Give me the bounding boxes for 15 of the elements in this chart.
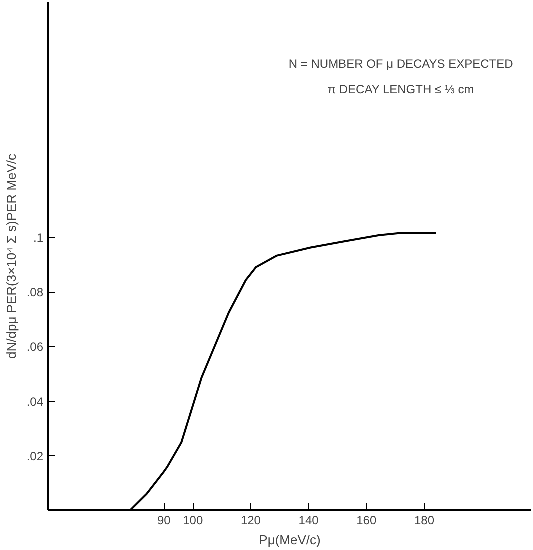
x-tick-label: 100	[183, 514, 204, 528]
annotation: π DECAY LENGTH ≤ ⅓ cm	[328, 82, 474, 96]
annotation: N = NUMBER OF μ DECAYS EXPECTED	[288, 57, 514, 72]
x-tick-label: 120	[240, 514, 262, 528]
x-axis-title: Pμ(MeV/c)	[259, 532, 321, 548]
x-tick-label: 90	[158, 514, 172, 528]
x-tick-label: 140	[298, 514, 320, 528]
y-tick-label: .04	[26, 394, 44, 409]
y-tick-label: .1	[33, 230, 44, 245]
y-tick-label: .08	[26, 286, 44, 300]
y-tick-label: .06	[26, 340, 44, 354]
x-tick-label: 180	[414, 514, 435, 528]
x-tick-label: 160	[356, 514, 377, 528]
y-tick-label: .02	[26, 449, 44, 464]
y-axis-title: dN/dpμ PER(3×10⁴ Σ s)PER MeV/c	[4, 154, 19, 359]
